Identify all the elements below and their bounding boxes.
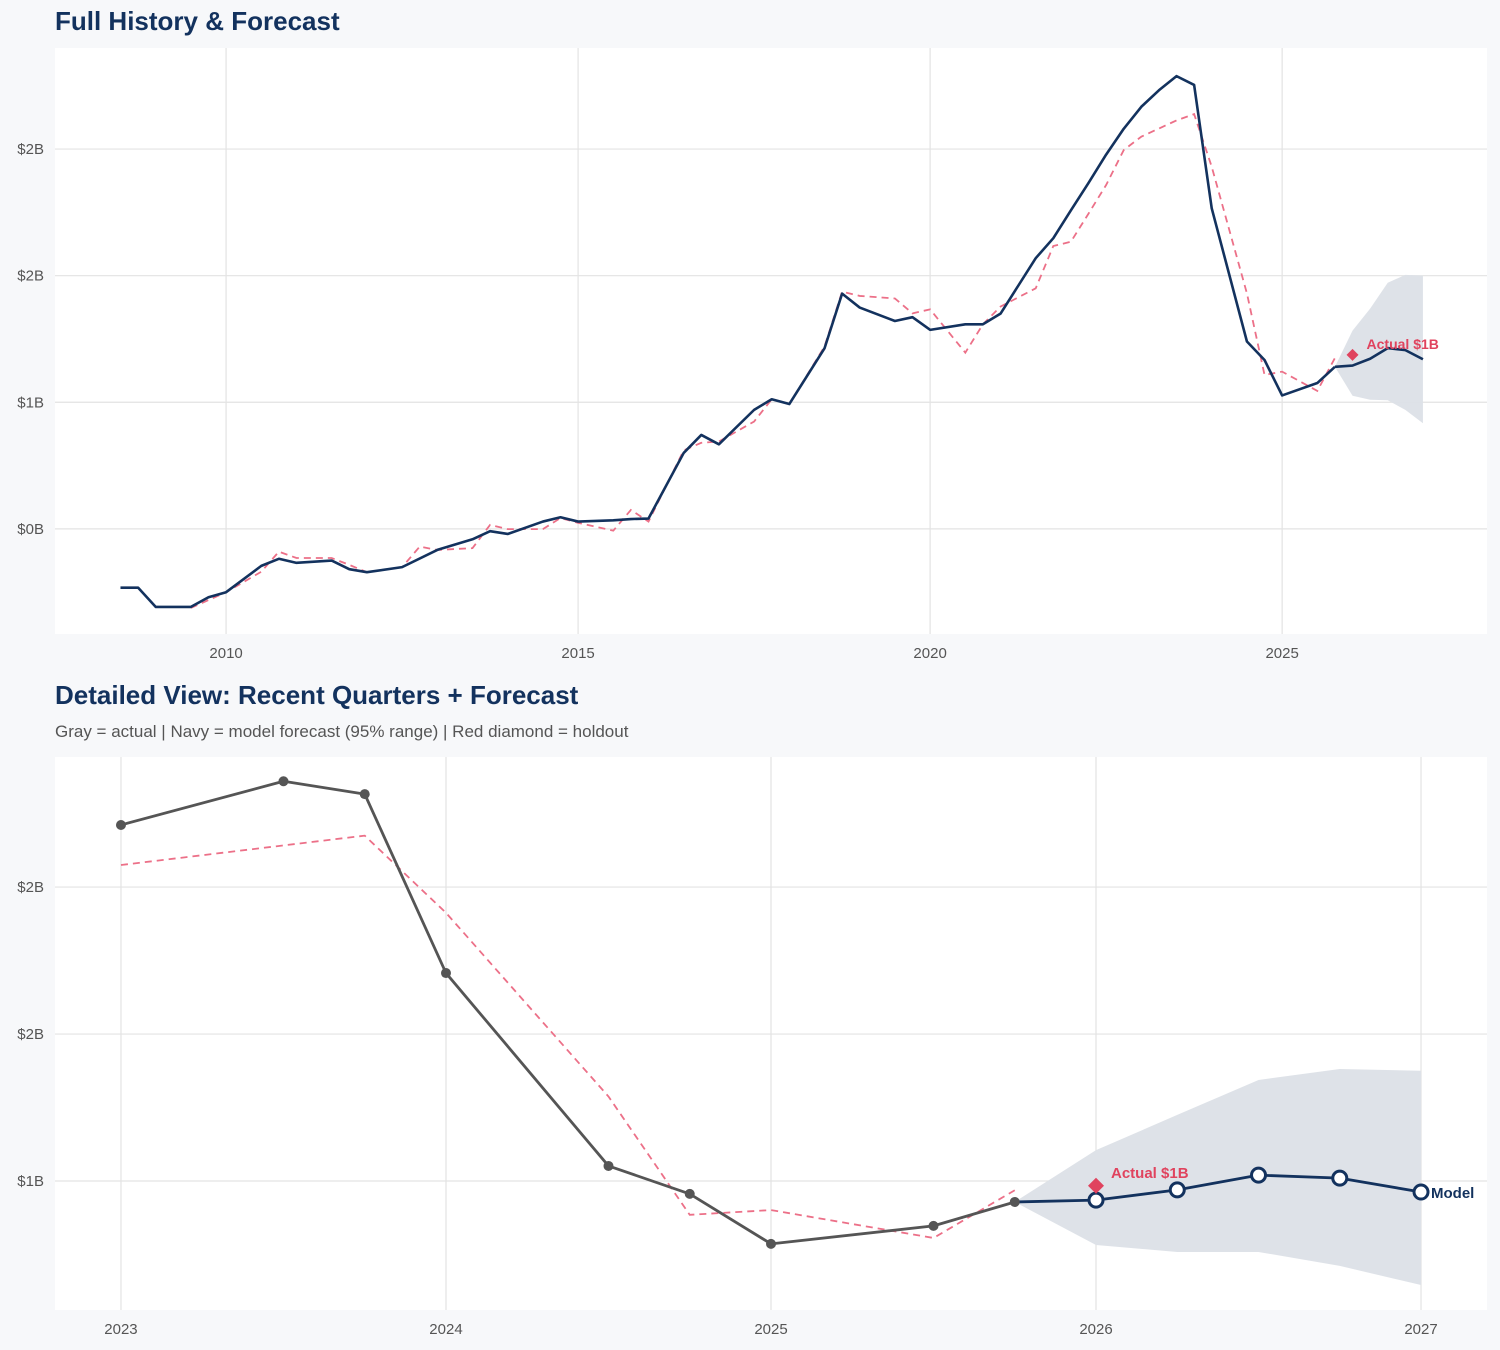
plot-area bbox=[55, 48, 1487, 634]
holdout-diamond bbox=[1346, 348, 1359, 361]
forecast-95-range-band bbox=[1334, 274, 1423, 424]
x-tick-label: 2010 bbox=[209, 645, 242, 662]
holdout-label: Actual $1B bbox=[1367, 336, 1439, 352]
chart-subtitle-legend: Gray = actual | Navy = model forecast (9… bbox=[55, 722, 629, 741]
forecast-line bbox=[1334, 346, 1424, 369]
y-tick-label: $2B bbox=[17, 268, 44, 285]
y-tick-label: $2B bbox=[17, 141, 44, 158]
x-tick-label: 2015 bbox=[561, 645, 594, 662]
x-tick-label: 2020 bbox=[913, 645, 946, 662]
chart-title-detailed-view: Detailed View: Recent Quarters + Forecas… bbox=[55, 680, 579, 710]
x-tick-label: 2025 bbox=[1265, 645, 1298, 662]
chart-title-full-history: Full History & Forecast bbox=[55, 6, 340, 36]
y-tick-label: $0B bbox=[17, 521, 44, 538]
y-tick-label: $1B bbox=[17, 394, 44, 411]
actual-line bbox=[120, 74, 1336, 609]
